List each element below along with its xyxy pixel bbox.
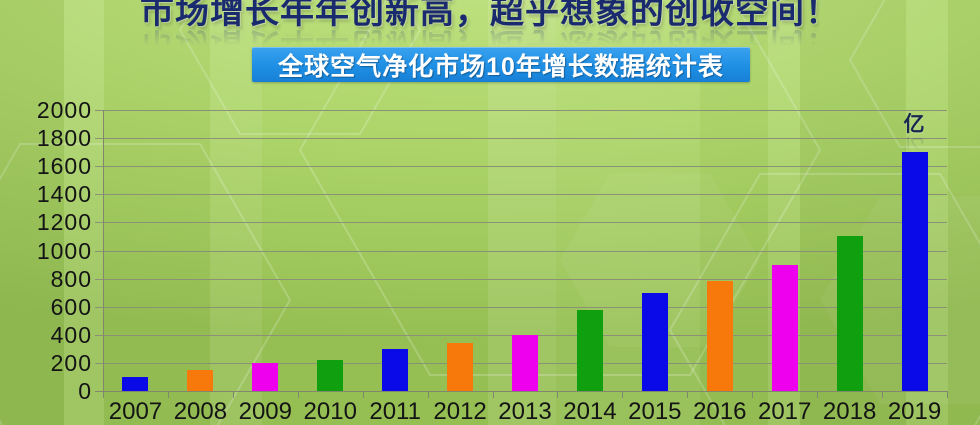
bar-2019 — [901, 152, 928, 391]
unit-label: 亿 — [903, 113, 925, 136]
x-axis-tick — [492, 391, 494, 398]
bar-2015 — [641, 292, 668, 391]
unit-label-reflection: 亿 — [903, 134, 925, 157]
x-axis-tick — [622, 391, 624, 398]
chart-title-banner: 全球空气净化市场10年增长数据统计表 — [252, 47, 750, 82]
y-tick-label: 1600 — [36, 153, 92, 180]
bar-2016 — [706, 281, 733, 391]
y-tick-label: 800 — [50, 265, 92, 292]
x-tick-label-2010: 2010 — [303, 398, 357, 425]
bar-2011 — [382, 348, 409, 391]
bar-2018 — [836, 236, 863, 391]
page-title: 市场增长年年创新高，超乎想象的创收空间！ — [140, 0, 840, 31]
gridline-1600 — [95, 166, 947, 168]
y-tick-label: 200 — [50, 349, 92, 376]
x-axis-tick — [882, 391, 884, 398]
x-axis-tick — [557, 391, 559, 398]
x-axis-tick — [103, 391, 104, 398]
bar-2017 — [771, 264, 798, 391]
x-axis-tick — [947, 391, 948, 398]
gridline-1200 — [95, 222, 947, 224]
bar-2009 — [252, 362, 279, 391]
x-tick-label-2019: 2019 — [887, 398, 942, 425]
x-tick-label-2008: 2008 — [173, 398, 228, 425]
gridline-2000 — [95, 110, 947, 111]
bar-2010 — [317, 360, 344, 391]
x-tick-label-2017: 2017 — [757, 398, 812, 425]
x-tick-label-2011: 2011 — [369, 398, 421, 425]
x-axis-tick — [817, 391, 819, 398]
gridline-600 — [95, 306, 947, 308]
chart-title-text: 全球空气净化市场10年增长数据统计表 — [278, 52, 724, 81]
x-tick-label-2013: 2013 — [498, 398, 552, 425]
gridline-1800 — [95, 138, 947, 140]
x-tick-label-2007: 2007 — [108, 398, 163, 425]
bar-2008 — [187, 369, 214, 391]
bar-2013 — [512, 334, 538, 391]
y-axis-line — [103, 110, 104, 398]
y-tick-label: 0 — [78, 378, 92, 404]
bar-2007 — [122, 376, 149, 391]
x-axis-tick — [297, 391, 299, 398]
y-tick-label: 600 — [50, 293, 92, 320]
y-tick-label: 1000 — [36, 237, 92, 264]
y-tick-label: 1800 — [36, 125, 92, 152]
y-tick-label: 400 — [50, 321, 92, 348]
y-tick-label: 1200 — [36, 209, 92, 236]
x-axis-tick — [687, 391, 689, 398]
x-axis-tick — [232, 391, 234, 398]
x-tick-label-2014: 2014 — [563, 398, 617, 425]
x-axis-line — [95, 391, 947, 392]
x-axis-tick — [167, 391, 169, 398]
x-tick-label-2016: 2016 — [693, 398, 747, 425]
x-axis-tick — [362, 391, 364, 398]
x-axis-tick — [427, 391, 429, 398]
x-tick-label-2018: 2018 — [822, 398, 877, 425]
x-tick-label-2009: 2009 — [238, 398, 292, 425]
y-tick-label: 1400 — [36, 181, 92, 208]
gridline-800 — [95, 278, 947, 280]
bar-2012 — [447, 343, 474, 391]
x-tick-label-2012: 2012 — [433, 398, 487, 425]
header: 市场增长年年创新高，超乎想象的创收空间！ 市场增长年年创新高，超乎想象的创收空间… — [0, 0, 980, 64]
gridline-1000 — [95, 250, 947, 252]
x-axis-tick — [752, 391, 754, 398]
x-tick-label-2015: 2015 — [628, 398, 682, 425]
y-tick-label: 2000 — [36, 97, 92, 123]
bar-2014 — [576, 309, 603, 391]
gridline-1400 — [95, 194, 947, 196]
